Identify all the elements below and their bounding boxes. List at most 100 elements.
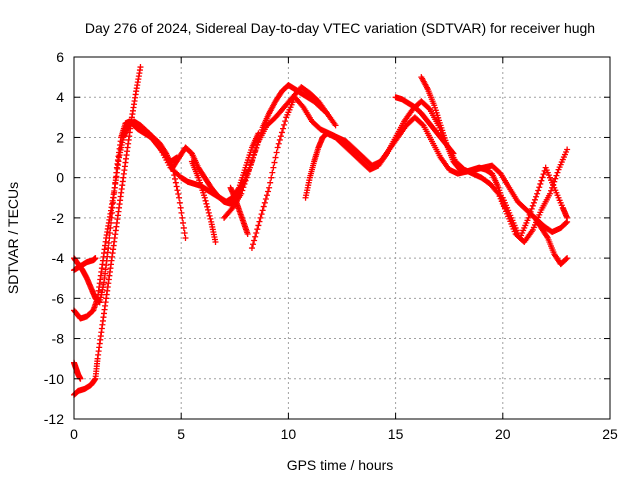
series-track-h (188, 158, 219, 246)
y-axis-title: SDTVAR / TECUs (5, 182, 21, 294)
data-point (240, 184, 247, 191)
data-point (259, 207, 266, 214)
data-point (262, 196, 269, 203)
data-point (263, 192, 270, 199)
data-point (111, 184, 118, 191)
data-point (173, 183, 180, 190)
data-point (242, 177, 249, 184)
data-point (564, 146, 571, 153)
data-point (258, 211, 265, 218)
data-point (92, 255, 99, 262)
data-point (110, 199, 117, 206)
y-tick-label: -2 (52, 210, 65, 226)
data-point (180, 224, 187, 231)
data-point (529, 202, 536, 209)
data-point (137, 64, 144, 71)
series-track-e (71, 255, 99, 274)
data-point (107, 219, 114, 226)
data-point (254, 226, 261, 233)
data-point (546, 190, 553, 197)
x-tick-labels: 0 5 10 15 20 25 (70, 426, 618, 442)
y-tick-label: -4 (52, 250, 65, 266)
data-point (172, 175, 179, 182)
data-point (255, 222, 262, 229)
data-point (212, 239, 219, 246)
data-point (252, 148, 259, 155)
data-point (204, 203, 211, 210)
series-track-b (71, 118, 189, 322)
data-point (111, 189, 118, 196)
data-point (267, 179, 274, 186)
data-point (540, 171, 547, 178)
y-tick-label: -8 (52, 331, 65, 347)
chart-title: Day 276 of 2024, Sidereal Day-to-day VTE… (85, 20, 595, 36)
data-point (526, 211, 533, 218)
data-point (265, 188, 272, 195)
data-point (241, 180, 248, 187)
data-point (206, 212, 213, 219)
data-point (533, 193, 540, 200)
data-point (530, 199, 537, 206)
x-tick-label: 15 (388, 426, 404, 442)
data-point (525, 214, 532, 221)
data-point (260, 203, 267, 210)
data-point (245, 167, 252, 174)
data-point (106, 229, 113, 236)
series-track-o (499, 164, 571, 241)
grid-lines (74, 57, 610, 419)
data-point (109, 209, 116, 216)
data-point (251, 151, 258, 158)
data-point (182, 235, 189, 241)
data-point (180, 219, 187, 226)
data-point (253, 145, 260, 152)
data-point (537, 180, 544, 187)
data-point (256, 218, 263, 225)
y-tick-labels: -12 -10 -8 -6 -4 -2 0 2 4 6 (44, 49, 64, 427)
series-track-l (302, 98, 571, 246)
data-point (419, 121, 426, 128)
data-point (238, 190, 245, 197)
data-point (276, 136, 283, 143)
y-tick-label: 6 (56, 49, 64, 65)
y-tick-label: -10 (44, 371, 64, 387)
x-tick-label: 10 (281, 426, 297, 442)
data-point (539, 174, 546, 181)
data-point (207, 215, 214, 222)
data-point (205, 206, 211, 213)
data-point (271, 159, 278, 166)
data-point (248, 158, 255, 165)
data-point (563, 255, 570, 262)
data-point (113, 169, 120, 176)
data-point (254, 141, 261, 148)
series-track-a (71, 64, 144, 398)
data-point (277, 133, 284, 140)
data-point (278, 129, 285, 136)
data-point (176, 194, 183, 201)
data-point (253, 229, 260, 236)
data-point (282, 118, 289, 125)
data-point (181, 229, 188, 236)
series-track-j (221, 84, 339, 221)
data-point (272, 154, 279, 161)
data-point (280, 125, 287, 132)
axis-ticks (73, 56, 611, 420)
data-point (176, 199, 183, 206)
x-tick-label: 25 (602, 426, 618, 442)
data-point (250, 154, 257, 161)
data-point (425, 105, 432, 112)
data-point (108, 214, 115, 221)
data-point (175, 191, 182, 198)
data-point (527, 208, 534, 215)
data-point (239, 187, 246, 194)
data-point (243, 174, 250, 181)
data-point (553, 172, 560, 179)
y-tick-label: -6 (52, 290, 65, 306)
data-point (274, 144, 281, 151)
data-point (269, 169, 276, 176)
data-point (268, 174, 275, 181)
data-marks (71, 64, 571, 398)
data-point (248, 245, 255, 252)
data-point (110, 194, 117, 201)
data-point (244, 230, 251, 237)
data-point (246, 164, 253, 171)
